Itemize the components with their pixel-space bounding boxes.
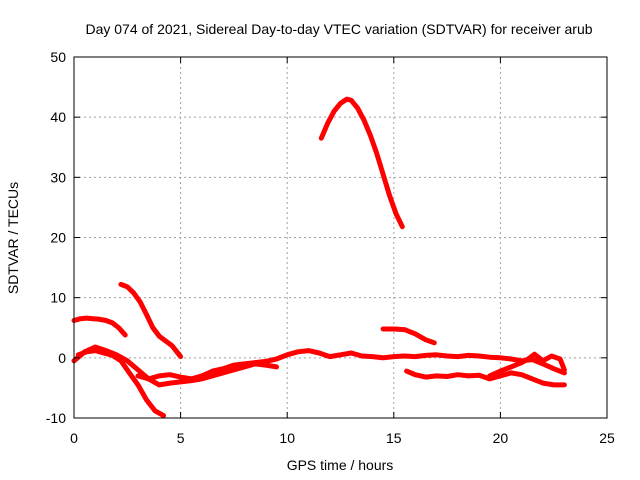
x-tick-label: 10 <box>279 430 295 446</box>
series-arc-late-hump <box>487 351 567 379</box>
x-tick-label: 5 <box>177 430 185 446</box>
x-axis-label: GPS time / hours <box>287 457 394 473</box>
grid-lines <box>74 57 607 418</box>
x-tick-label: 20 <box>493 430 509 446</box>
x-tick-label: 0 <box>70 430 78 446</box>
y-tick-label: 0 <box>58 350 66 366</box>
series-arc-descending <box>118 281 184 360</box>
data-series <box>71 96 567 419</box>
series-arc-main-2 <box>135 348 567 382</box>
series-arc-early-high <box>71 315 128 338</box>
y-tick-label: 30 <box>50 169 66 185</box>
series-arc-late-low <box>404 368 567 388</box>
y-tick-label: 20 <box>50 230 66 246</box>
y-tick-label: 40 <box>50 109 66 125</box>
series-arc-mid <box>380 326 437 346</box>
y-tick-label: 10 <box>50 290 66 306</box>
y-tick-label: 50 <box>50 49 66 65</box>
series-arc-main-1 <box>71 344 279 388</box>
series-arc-peak <box>318 96 405 230</box>
x-tick-label: 25 <box>599 430 615 446</box>
x-tick-label: 15 <box>386 430 402 446</box>
y-tick-label: -10 <box>46 410 66 426</box>
chart-title: Day 074 of 2021, Sidereal Day-to-day VTE… <box>85 21 592 37</box>
series-arc-dip <box>75 348 166 419</box>
y-axis-label: SDTVAR / TECUs <box>5 182 21 294</box>
